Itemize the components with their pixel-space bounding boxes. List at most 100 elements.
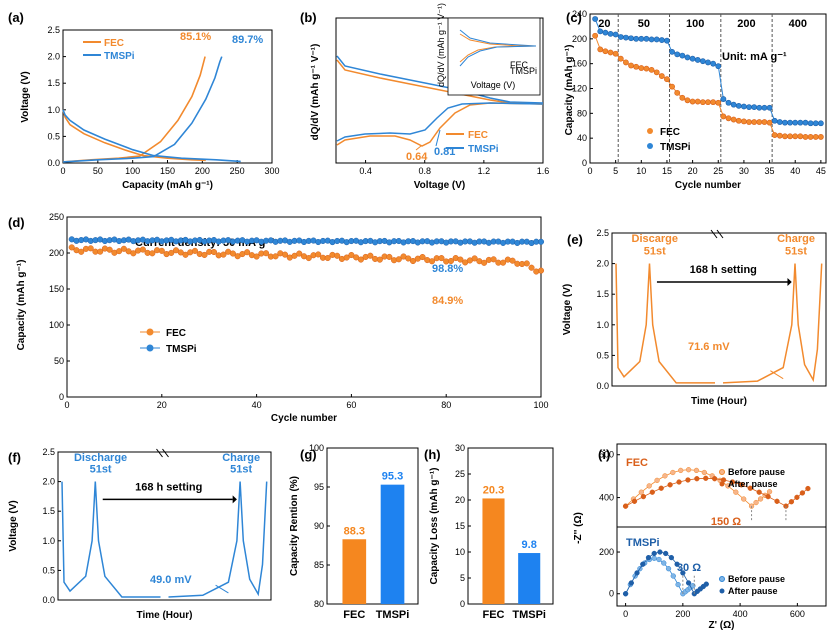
panel-d-point-fec	[281, 251, 289, 258]
panel-e-arrowhead	[787, 277, 792, 286]
panel-i-tmspi-after-point	[657, 549, 663, 555]
panel-c-point-fec	[607, 49, 614, 56]
panel-b-frame	[335, 17, 544, 164]
panel-a-ylabel: Voltage (V)	[20, 71, 31, 122]
panel-f-ytick-label: 2.0	[42, 477, 55, 487]
panel-e-label: (e)	[567, 232, 583, 247]
panel-i-tmspi-before-point	[656, 556, 662, 563]
panel-d-retention-fec: 84.9%	[432, 295, 463, 307]
panel-c-point-fec	[802, 134, 809, 140]
panel-a-ytick-label: 0.0	[47, 158, 60, 168]
panel-a-ytick-label: 1.0	[47, 105, 60, 115]
panel-c-legend-fec-dot	[647, 128, 653, 134]
panel-i-fec-before-point	[693, 467, 700, 474]
panel-d-point-fec	[305, 255, 312, 262]
panel-c-xtick-label: 25	[713, 166, 723, 176]
panel-e-discharge-n: 51st	[644, 245, 666, 257]
panel-g-bar-fec	[342, 539, 367, 604]
panel-g-ylabel: Capacity Rention (%)	[289, 476, 300, 576]
panel-d-ylabel: Capacity (mAh g⁻¹)	[16, 260, 27, 351]
panel-g-ytick-label: 100	[309, 443, 324, 453]
panel-i-ylabel: -Z'' (Ω)	[573, 512, 584, 544]
panel-c-point-tmspi	[807, 120, 814, 127]
panel-c-point-tmspi	[766, 104, 773, 111]
panel-c-point-fec	[807, 134, 814, 140]
panel-d-point-fec	[177, 249, 184, 256]
panel-c-point-tmspi	[694, 57, 701, 63]
panel-i-fec-after-point	[703, 475, 709, 481]
panel-i-tmspi-after-point	[703, 581, 709, 587]
panel-d-point-fec	[471, 255, 478, 262]
panel-i-tmspi-after-point	[685, 580, 692, 586]
panel-b-ylabel: dQ/dV (mAh g⁻¹ V⁻¹)	[310, 44, 321, 141]
panel-c-point-fec	[812, 134, 819, 140]
panel-b-inset-legend-fec: FEC	[510, 60, 529, 70]
panel-i-fec-before-point	[646, 483, 652, 489]
panel-i-tmspi-after-point	[668, 554, 675, 561]
panel-d-xtick-label: 20	[157, 400, 167, 410]
panel-i-legend-after-top-dot	[719, 481, 725, 487]
panel-d-point-fec	[537, 267, 545, 274]
panel-i-fec-before-point	[741, 496, 747, 502]
panel-c-point-fec	[751, 119, 758, 125]
panel-e-break-1	[710, 229, 718, 239]
panel-d-point-fec	[130, 250, 137, 257]
panel-d-point-fec	[120, 245, 127, 252]
panel-i-ytick-bot-label: 0	[609, 589, 614, 599]
panel-c-point-fec	[658, 73, 665, 79]
panel-i-fec-after-point	[794, 494, 800, 500]
panel-h-ytick-label: 0	[460, 599, 465, 609]
panel-c-ytick-label: 160	[572, 59, 587, 69]
panel-h-ylabel: Capacity Loss (mAh g⁻¹)	[429, 468, 440, 585]
panel-c-xtick-label: 35	[765, 166, 775, 176]
panel-c-point-fec	[684, 97, 691, 104]
panel-d-point-fec	[324, 254, 331, 262]
panel-c-point-tmspi	[751, 104, 758, 111]
panel-i-tmspi-before-point	[651, 555, 657, 561]
panel-c-legend-tmspi-dot	[647, 143, 653, 149]
panel-c-xtick-label: 30	[739, 166, 749, 176]
panel-b-fec-lower	[336, 102, 544, 147]
panel-b-legend-fec: FEC	[468, 130, 488, 141]
panel-c-point-fec	[638, 65, 645, 71]
panel-c-point-fec	[735, 117, 742, 124]
panel-c-xtick-label: 5	[613, 166, 618, 176]
panel-c-point-tmspi	[612, 31, 619, 38]
panel-d-ytick-label: 0	[59, 392, 64, 402]
panel-e-break-2	[716, 229, 724, 239]
panel-f-discharge: Discharge	[74, 452, 127, 464]
panel-a-xtick-label: 0	[60, 166, 65, 176]
panel-d-label: (d)	[8, 215, 25, 230]
panel-c-point-fec	[756, 119, 763, 125]
panel-i-tmspi-before-point	[670, 573, 676, 579]
panel-c-point-fec	[592, 32, 599, 39]
panel-c-point-tmspi	[597, 28, 604, 35]
panel-i-label: (i)	[598, 447, 610, 462]
panel-i-fec-before-point	[753, 499, 759, 506]
panel-c-point-fec	[792, 133, 799, 140]
panel-c-point-tmspi	[792, 119, 799, 126]
panel-i-tmspi-after-point	[663, 550, 669, 557]
panel-c-ytick-label: 80	[577, 108, 587, 118]
panel-c-point-fec	[653, 69, 660, 76]
panel-c-point-tmspi	[797, 119, 804, 126]
panel-c-point-fec	[689, 98, 696, 105]
panel-e-ylabel: Voltage (V)	[562, 284, 573, 335]
panel-b-inset-legend-tmspi: TMSPi	[510, 66, 537, 76]
panel-i-xtick-label: 0	[623, 609, 628, 619]
panel-c-point-tmspi	[761, 104, 768, 111]
panel-f-xlabel: Time (Hour)	[137, 610, 193, 621]
panel-f-ytick-label: 1.5	[42, 506, 55, 516]
panel-g-ytick-label: 85	[314, 560, 324, 570]
panel-i-tmspi-before-point	[675, 581, 681, 588]
panel-c-point-fec	[679, 94, 686, 101]
panel-i-tmspi-before-point	[665, 566, 672, 572]
panel-i-fec-after-point	[774, 498, 780, 504]
panel-f-label: (f)	[8, 450, 21, 465]
panel-h-ytick-label: 10	[455, 547, 465, 557]
panel-c-xtick-label: 40	[790, 166, 800, 176]
panel-a-xtick-label: 150	[160, 166, 175, 176]
panel-d-legend-tmspi: TMSPi	[166, 344, 197, 355]
panel-h-category-0: FEC	[483, 609, 505, 621]
panel-f-charge: Charge	[222, 452, 260, 464]
